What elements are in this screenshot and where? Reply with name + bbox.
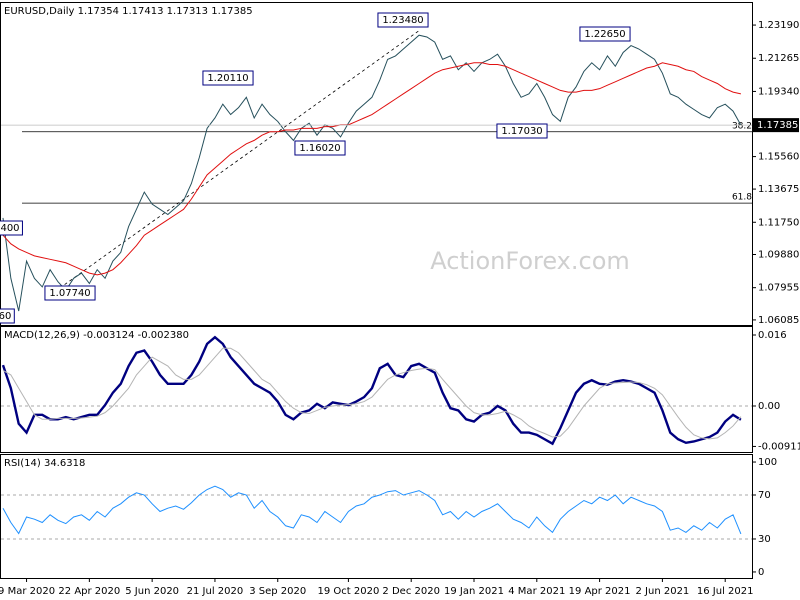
series-line xyxy=(2,485,742,535)
y-tick-label: 30 xyxy=(758,534,771,545)
x-tick-label: 4 Mar 2021 xyxy=(508,586,565,597)
panel-title: EURUSD,Daily 1.17354 1.17413 1.17313 1.1… xyxy=(4,6,253,17)
annotation-box xyxy=(496,123,548,139)
y-tick-label: 1.09880 xyxy=(758,249,799,260)
y-tick-label: 1.13675 xyxy=(758,184,799,195)
x-tick-label: 5 Jun 2020 xyxy=(125,586,179,597)
price-panel xyxy=(0,2,753,326)
y-tick-label: 1.21265 xyxy=(758,53,799,64)
y-tick-label: 1.23190 xyxy=(758,20,799,31)
annotation: 400 xyxy=(0,223,19,234)
annotation-box xyxy=(202,70,254,86)
x-tick-label: 9 Mar 2020 xyxy=(0,586,55,597)
panel-title: MACD(12,26,9) -0.003124 -0.002380 xyxy=(4,330,189,341)
panel-title: RSI(14) 34.6318 xyxy=(4,458,85,469)
x-tick-label: 2 Dec 2020 xyxy=(382,586,440,597)
annotation: 60 xyxy=(0,311,11,322)
series-line xyxy=(2,347,742,440)
y-tick-label: 0.00 xyxy=(758,401,780,412)
x-tick-label: 3 Sep 2020 xyxy=(249,586,306,597)
annotation: 1.17030 xyxy=(501,126,542,137)
y-tick-label: 0 xyxy=(758,567,764,578)
annotation: 1.16020 xyxy=(299,143,340,154)
x-tick-label: 19 Apr 2021 xyxy=(569,586,631,597)
rsi-panel xyxy=(0,454,753,579)
annotation-box xyxy=(294,140,346,156)
y-tick-label: 1.15560 xyxy=(758,152,799,163)
y-tick-label: 70 xyxy=(758,490,771,501)
y-tick-label: 1.06085 xyxy=(758,315,799,326)
macd-panel xyxy=(0,326,753,453)
y-tick-label: 1.19340 xyxy=(758,86,799,97)
x-tick-label: 19 Jan 2021 xyxy=(444,586,504,597)
x-tick-label: 19 Oct 2020 xyxy=(317,586,379,597)
y-tick-label: 1.07955 xyxy=(758,283,799,294)
annotation: 1.22650 xyxy=(584,29,625,40)
y-tick-label: 1.11750 xyxy=(758,217,799,228)
y-tick-label: 100 xyxy=(758,457,777,468)
annotation-box xyxy=(44,285,96,301)
watermark: ActionForex.com xyxy=(430,247,630,275)
series-line xyxy=(2,62,742,276)
x-tick-label: 2 Jun 2021 xyxy=(636,586,690,597)
series-line xyxy=(1,335,742,446)
last-price-label: 1.17385 xyxy=(757,120,798,131)
x-tick-label: 16 Jul 2021 xyxy=(697,586,754,597)
last-price-box xyxy=(753,118,799,133)
series-line xyxy=(2,34,742,312)
x-tick-label: 21 Jul 2020 xyxy=(187,586,244,597)
y-tick-label: -0.009116 xyxy=(758,441,800,452)
annotation-box xyxy=(0,308,15,324)
x-tick-label: 22 Apr 2020 xyxy=(58,586,120,597)
annotation: 1.20110 xyxy=(207,73,248,84)
annotation: 1.07740 xyxy=(49,288,90,299)
fib-label: 61.8 xyxy=(732,193,752,203)
fib-label: 38.2 xyxy=(732,121,752,131)
annotation-box xyxy=(579,26,631,42)
annotation: 1.23480 xyxy=(382,15,423,26)
annotation-box xyxy=(377,12,429,28)
trend-line xyxy=(49,29,421,296)
y-tick-label: 0.016 xyxy=(758,330,787,341)
annotation-box xyxy=(0,220,23,236)
